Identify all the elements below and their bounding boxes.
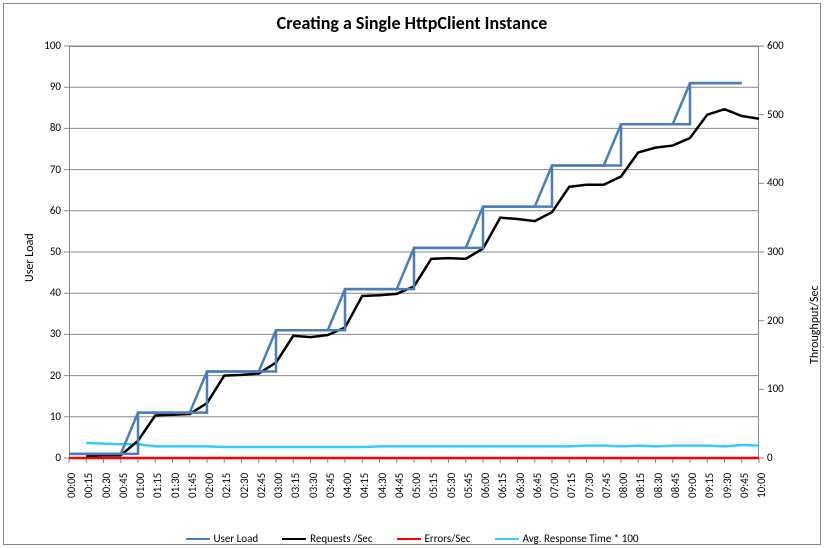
chart-title: Creating a Single HttpClient Instance <box>4 12 820 34</box>
x-tick-label: 08:30 <box>652 473 665 498</box>
x-tick-label: 08:15 <box>634 473 647 498</box>
x-tick-label: 02:15 <box>220 473 233 498</box>
y1-tick-label: 60 <box>31 204 61 217</box>
y1-tick-label: 80 <box>31 121 61 134</box>
x-tick-label: 01:45 <box>186 473 199 498</box>
y1-tick-label: 50 <box>31 245 61 258</box>
x-tick-label: 00:15 <box>82 473 95 498</box>
x-tick-label: 00:30 <box>100 473 113 498</box>
legend: User Load Requests /Sec Errors/Sec Avg. Res… <box>4 532 820 545</box>
x-tick-label: 03:15 <box>289 473 302 498</box>
x-tick-label: 03:00 <box>272 473 285 498</box>
y1-tick-label: 30 <box>31 327 61 340</box>
y1-tick-label: 40 <box>31 286 61 299</box>
legend-item: Requests /Sec <box>282 532 372 545</box>
x-tick-label: 08:45 <box>669 473 682 498</box>
x-tick-label: 02:30 <box>238 473 251 498</box>
y2-tick-label: 600 <box>767 39 784 52</box>
y2-tick-label: 400 <box>767 176 784 189</box>
legend-swatch <box>397 538 421 540</box>
y1-tick-label: 10 <box>31 410 61 423</box>
x-tick-label: 03:45 <box>324 473 337 498</box>
y1-tick-label: 100 <box>31 39 61 52</box>
y2-tick-label: 0 <box>767 451 773 464</box>
legend-item: Errors/Sec <box>397 532 471 545</box>
x-tick-label: 05:00 <box>410 473 423 498</box>
x-tick-label: 10:00 <box>755 473 768 498</box>
x-tick-label: 07:15 <box>565 473 578 498</box>
y2-axis-label: Throughput/Sec and Response Time (s) <box>808 285 824 364</box>
x-tick-label: 04:30 <box>376 473 389 498</box>
x-tick-label: 03:30 <box>307 473 320 498</box>
x-tick-label: 04:00 <box>341 473 354 498</box>
chart-frame: Creating a Single HttpClient Instance Us… <box>3 3 821 545</box>
x-tick-label: 05:30 <box>445 473 458 498</box>
x-tick-label: 00:00 <box>65 473 78 498</box>
x-tick-label: 06:00 <box>479 473 492 498</box>
legend-item: User Load <box>186 532 259 545</box>
x-tick-label: 01:30 <box>169 473 182 498</box>
x-tick-label: 09:30 <box>721 473 734 498</box>
x-tick-label: 05:45 <box>462 473 475 498</box>
x-tick-label: 08:00 <box>617 473 630 498</box>
x-tick-label: 07:00 <box>548 473 561 498</box>
x-tick-label: 09:45 <box>738 473 751 498</box>
x-tick-label: 09:15 <box>703 473 716 498</box>
legend-label: Errors/Sec <box>425 532 471 545</box>
x-tick-label: 05:15 <box>427 473 440 498</box>
legend-swatch <box>282 538 306 540</box>
x-tick-label: 02:00 <box>203 473 216 498</box>
legend-item: Avg. Response Time * 100 <box>495 532 639 545</box>
y1-tick-label: 0 <box>31 451 61 464</box>
y2-tick-label: 500 <box>767 108 784 121</box>
y1-tick-label: 90 <box>31 80 61 93</box>
legend-label: Avg. Response Time * 100 <box>523 532 639 545</box>
y2-tick-label: 200 <box>767 314 784 327</box>
x-tick-label: 02:45 <box>255 473 268 498</box>
y2-tick-label: 100 <box>767 382 784 395</box>
x-tick-label: 04:15 <box>358 473 371 498</box>
x-tick-label: 01:15 <box>151 473 164 498</box>
x-tick-label: 00:45 <box>117 473 130 498</box>
x-tick-label: 06:45 <box>531 473 544 498</box>
legend-label: Requests /Sec <box>310 532 372 545</box>
x-tick-label: 07:45 <box>600 473 613 498</box>
legend-swatch <box>186 538 210 540</box>
x-tick-label: 01:00 <box>134 473 147 498</box>
x-tick-label: 04:45 <box>393 473 406 498</box>
legend-swatch <box>495 538 519 540</box>
legend-label: User Load <box>214 532 259 545</box>
x-tick-label: 06:30 <box>514 473 527 498</box>
y1-tick-label: 20 <box>31 369 61 382</box>
x-tick-label: 07:30 <box>583 473 596 498</box>
y1-tick-label: 70 <box>31 163 61 176</box>
y2-tick-label: 300 <box>767 245 784 258</box>
plot-area <box>69 46 759 458</box>
x-tick-label: 09:00 <box>686 473 699 498</box>
x-tick-label: 06:15 <box>496 473 509 498</box>
